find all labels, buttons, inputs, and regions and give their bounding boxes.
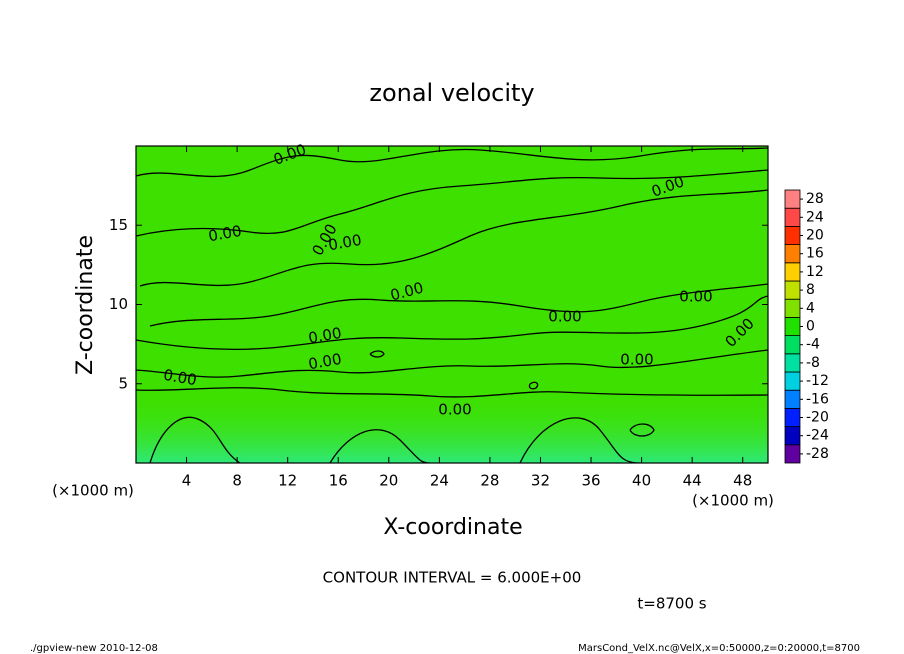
contour-label: 0.00 — [327, 231, 363, 255]
x-tick-label: 28 — [480, 472, 499, 490]
colorbar-box — [784, 207, 801, 227]
colorbar-label: -24 — [806, 428, 829, 444]
colorbar-box — [784, 353, 801, 373]
colorbar-label: 20 — [806, 228, 824, 244]
contour-line — [149, 416, 641, 463]
y-tick-label: 10 — [109, 295, 128, 313]
contour-label: 0.00 — [162, 366, 198, 390]
contour-label: 0.00 — [548, 308, 581, 326]
colorbar-box — [784, 262, 801, 282]
x-tick-label: 44 — [683, 472, 702, 490]
x-axis-label: X-coordinate — [383, 515, 522, 540]
colorbar-box — [784, 426, 801, 446]
x-tick-label: 48 — [733, 472, 752, 490]
colorbar-label: 12 — [806, 264, 824, 280]
colorbar-label: 16 — [806, 246, 824, 262]
colorbar-label: 4 — [806, 300, 815, 316]
colorbar-label: 0 — [806, 319, 815, 335]
colorbar-label: -28 — [806, 446, 829, 462]
colorbar-label: -4 — [806, 337, 820, 353]
contour-line — [136, 349, 768, 378]
contour-line — [136, 387, 768, 398]
x-tick-label: 32 — [531, 472, 550, 490]
contour-line — [136, 147, 768, 178]
contour-line — [136, 295, 768, 350]
field-shade — [136, 392, 768, 463]
time-label: t=8700 s — [637, 595, 706, 613]
colorbar-label: -16 — [806, 391, 829, 407]
colorbar-box — [784, 189, 801, 209]
colorbar-label: -8 — [806, 355, 820, 371]
colorbar-box — [784, 407, 801, 427]
contour-label: 0.00 — [307, 324, 343, 348]
colorbar-box — [784, 225, 801, 245]
contour-label: 0.00 — [438, 401, 471, 419]
colorbar-box — [784, 389, 801, 409]
colorbar-box — [784, 335, 801, 355]
contour-label: 0.00 — [620, 351, 653, 369]
colorbar-label: 28 — [806, 191, 824, 207]
colorbar-label: 24 — [806, 209, 824, 225]
y-tick-label: 5 — [118, 374, 128, 392]
y-unit-label: (×1000 m) — [52, 482, 134, 500]
colorbar-box — [784, 316, 801, 336]
x-unit-label: (×1000 m) — [692, 492, 774, 510]
colorbar-box — [784, 444, 801, 464]
x-tick-label: 12 — [278, 472, 297, 490]
contour-line — [149, 283, 768, 327]
x-tick-label: 20 — [379, 472, 398, 490]
colorbar-box — [784, 280, 801, 300]
x-tick-label: 40 — [632, 472, 651, 490]
chart-title: zonal velocity — [369, 79, 534, 107]
colorbar-box — [784, 371, 801, 391]
colorbar-label: 8 — [806, 282, 815, 298]
colorbar-box — [784, 244, 801, 264]
footer-right: MarsCond_VelX.nc@VelX,x=0:50000,z=0:2000… — [578, 643, 860, 654]
x-tick-label: 36 — [581, 472, 600, 490]
contour-label: 0.00 — [207, 222, 243, 246]
contour-line — [136, 169, 768, 237]
contour-interval: CONTOUR INTERVAL = 6.000E+00 — [323, 569, 582, 587]
x-tick-label: 8 — [232, 472, 242, 490]
contour-field — [136, 147, 768, 463]
x-tick-label: 4 — [182, 472, 192, 490]
contour-label: 0.00 — [307, 350, 343, 374]
contour-label: 0.00 — [679, 288, 712, 306]
x-tick-label: 16 — [329, 472, 348, 490]
colorbar-label: -12 — [806, 373, 829, 389]
contour-line — [369, 350, 655, 437]
x-tick-label: 24 — [430, 472, 449, 490]
contour-line — [139, 189, 768, 287]
y-axis-label: Z-coordinate — [73, 235, 98, 375]
colorbar-label: -20 — [806, 410, 829, 426]
footer-left: ./gpview-new 2010-12-08 — [30, 643, 158, 654]
y-tick-label: 15 — [109, 216, 128, 234]
colorbar-box — [784, 298, 801, 318]
